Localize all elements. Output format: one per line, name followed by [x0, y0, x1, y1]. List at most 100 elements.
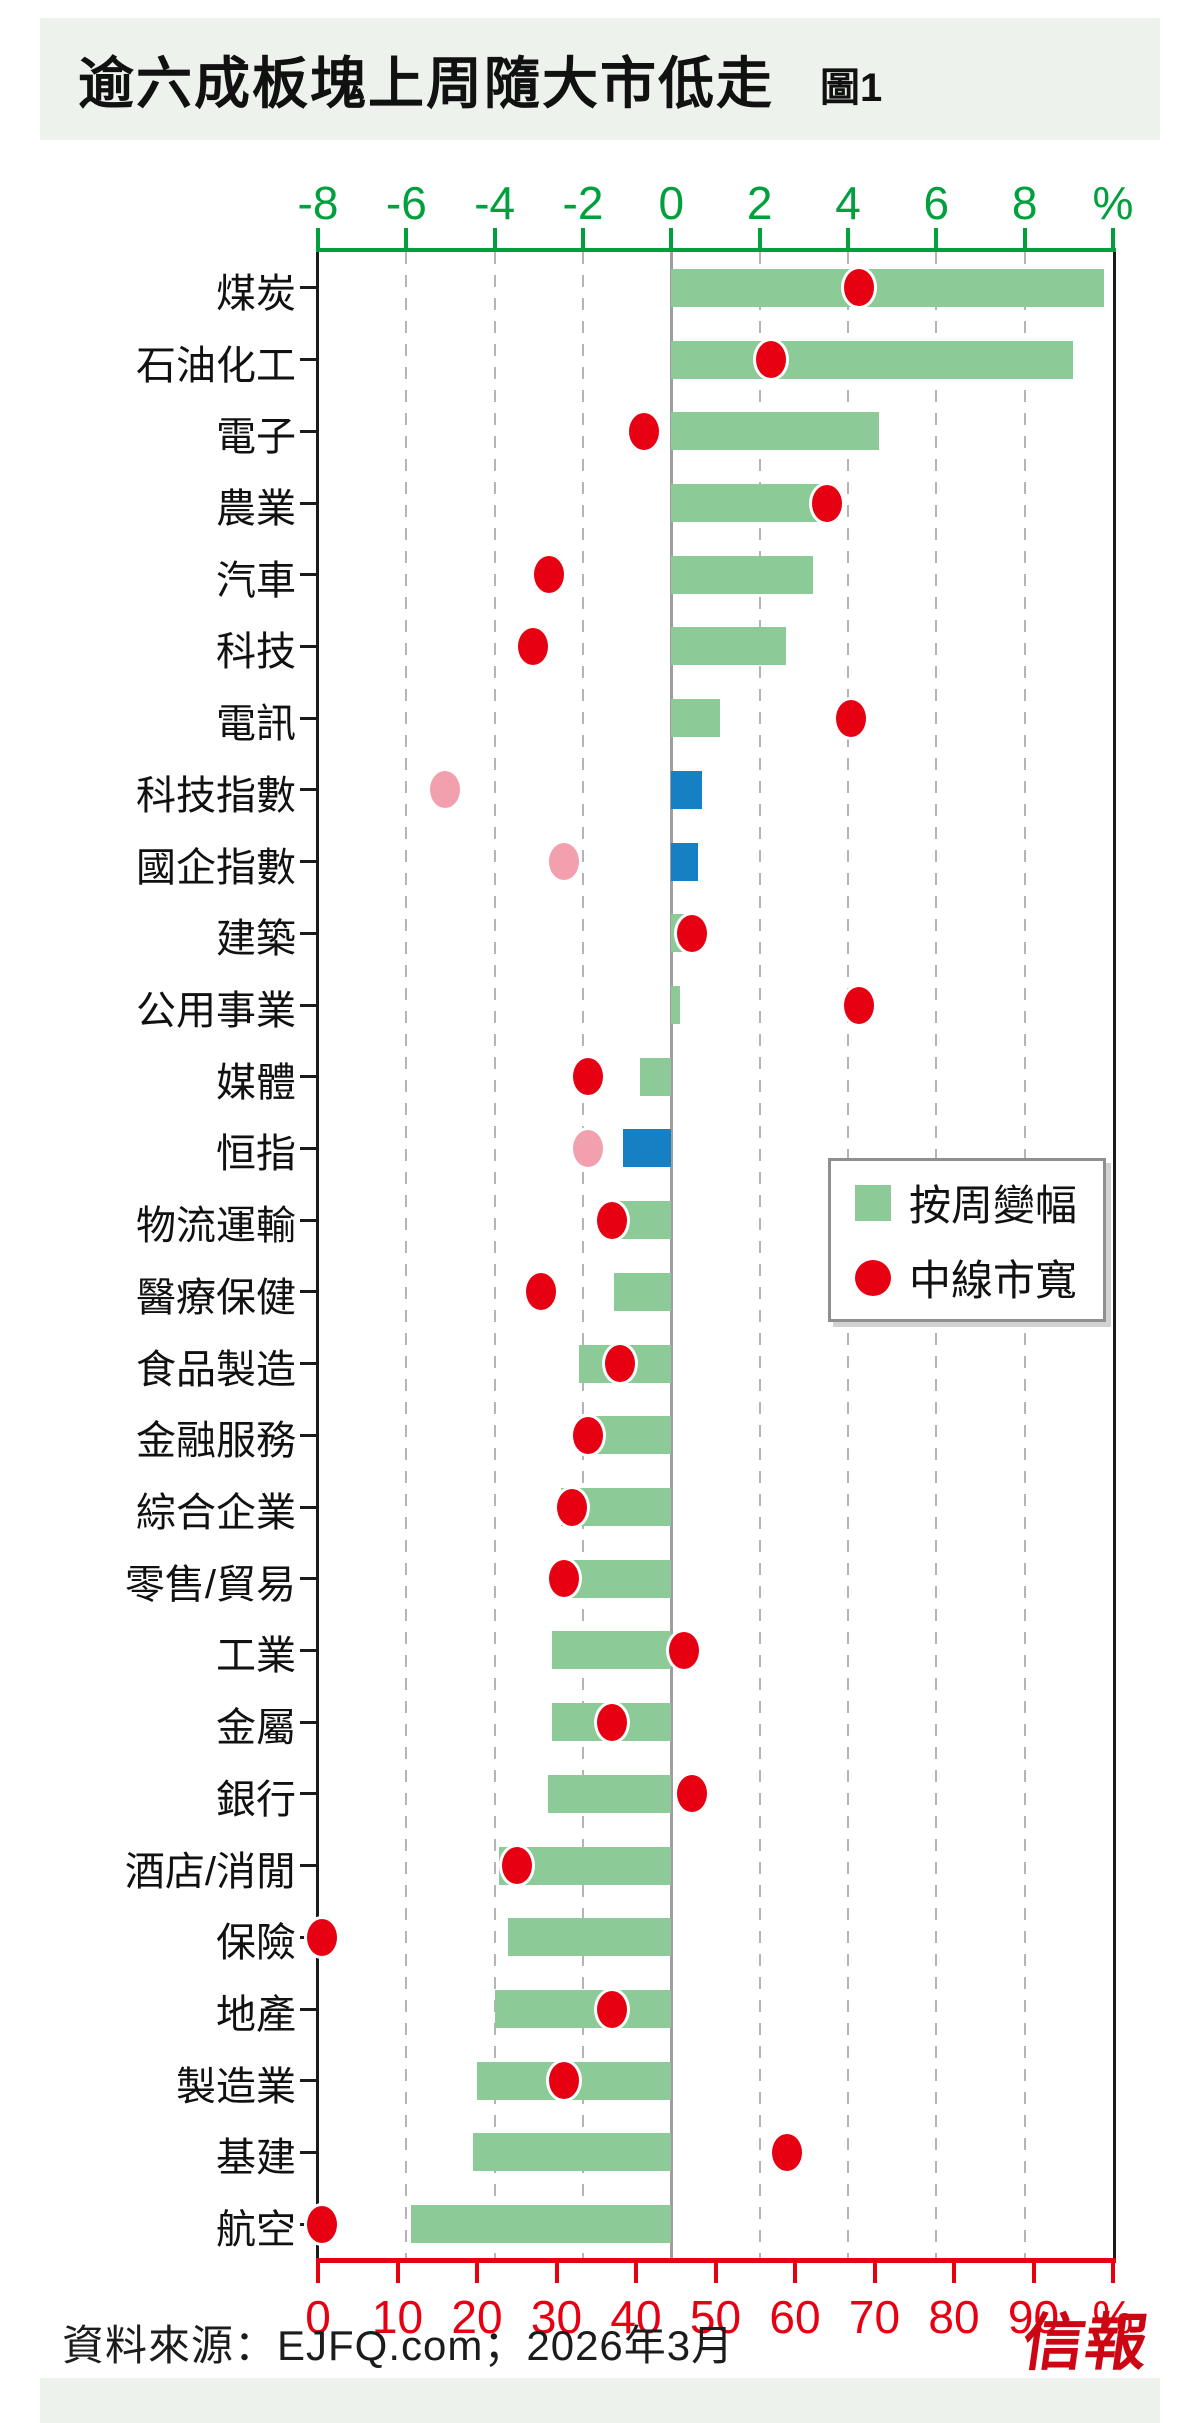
page-title: 逾六成板塊上周隨大市低走 — [78, 51, 774, 115]
category-axis-tick — [300, 501, 316, 505]
legend-label: 中線市寬 — [909, 1257, 1078, 1304]
category-axis-tick — [300, 2150, 316, 2154]
category-label: 製造業 — [176, 2064, 296, 2109]
category-axis-tick — [300, 429, 316, 433]
weekly-change-bar — [671, 484, 826, 522]
category-axis-tick — [300, 2007, 316, 2011]
category-label: 航空 — [216, 2208, 296, 2253]
top-axis-tick-label: -4 — [474, 177, 516, 229]
chart-legend: 按周變幅 中線市寬 — [828, 1158, 1106, 1322]
category-axis-tick — [300, 1146, 316, 1150]
source-note: 資料來源：EJFQ.com；2026年3月 — [62, 2322, 735, 2369]
category-label: 酒店/消閒 — [124, 1849, 296, 1894]
breadth-dot-red — [570, 1413, 607, 1457]
breadth-dot-red — [673, 911, 710, 955]
top-axis-tick — [492, 228, 497, 248]
top-axis-tick — [404, 228, 409, 248]
category-axis-tick — [300, 1864, 316, 1868]
breadth-dot-red — [530, 553, 567, 597]
category-axis-tick — [300, 1003, 316, 1007]
category-label: 汽車 — [216, 558, 296, 603]
breadth-dot-red — [303, 1915, 340, 1959]
breadth-dot-red — [303, 2202, 340, 2246]
top-axis-line — [316, 248, 1116, 252]
top-axis-tick — [846, 228, 850, 248]
weekly-change-bar — [671, 340, 1074, 379]
zero-gridline — [669, 252, 673, 2260]
top-axis-tick-label: % — [1092, 177, 1134, 229]
top-axis-tick — [934, 228, 939, 248]
top-axis-tick — [1022, 228, 1027, 248]
bottom-axis-tick — [793, 2263, 797, 2283]
top-axis-tick-label: 4 — [835, 177, 861, 229]
breadth-dot-red — [522, 1270, 559, 1314]
breadth-dot-red — [554, 1485, 591, 1529]
category-label: 建築 — [216, 917, 296, 962]
breadth-dot-red — [625, 409, 662, 453]
bottom-axis-tick-label: 80 — [928, 2291, 980, 2343]
category-axis-tick — [300, 788, 316, 792]
category-axis-tick — [300, 1362, 316, 1366]
breadth-dot-red — [570, 1055, 607, 1099]
bottom-axis-tick-label: 90 — [1007, 2291, 1060, 2343]
breadth-dot-red — [546, 1557, 583, 1601]
plot-left-border — [316, 252, 319, 2260]
gridline — [405, 252, 408, 2260]
legend-item-weekly-change: 按周變幅 — [855, 1172, 1103, 1233]
weekly-change-bar — [640, 1057, 672, 1096]
breadth-dot-red — [594, 1700, 631, 1744]
plot-right-border — [1113, 252, 1116, 2260]
bottom-axis-tick — [952, 2263, 956, 2283]
legend-label: 按周變幅 — [909, 1182, 1078, 1229]
breadth-dot-red — [673, 1772, 710, 1816]
breadth-dot-pink — [546, 840, 583, 884]
category-label: 電訊 — [216, 702, 296, 747]
category-label: 石油化工 — [136, 343, 296, 388]
breadth-dot-red — [602, 1342, 639, 1386]
bottom-axis-tick-label: 10 — [371, 2291, 424, 2343]
green-bar-swatch-icon — [855, 1184, 891, 1221]
category-label: 媒體 — [216, 1060, 296, 1105]
top-axis-tick-label: 2 — [746, 177, 773, 229]
breadth-dot-red — [840, 983, 877, 1027]
category-label: 科技 — [216, 630, 296, 675]
breadth-dot-red — [514, 624, 551, 668]
bottom-axis-tick-label: 40 — [610, 2291, 662, 2343]
breadth-dot-pink — [570, 1126, 607, 1170]
top-axis-tick-label: -6 — [385, 177, 427, 229]
index-change-bar — [622, 1129, 672, 1168]
weekly-change-bar — [410, 2205, 672, 2244]
category-axis-tick — [300, 716, 316, 720]
category-axis-tick — [300, 860, 316, 864]
category-label: 恒指 — [216, 1132, 296, 1177]
top-axis-tick-label: 8 — [1011, 177, 1038, 229]
bottom-axis-tick — [872, 2263, 877, 2283]
figure-number-label: 圖1 — [820, 66, 883, 110]
weekly-change-bar — [671, 699, 720, 738]
category-label: 地產 — [216, 1993, 296, 2037]
breadth-dot-red — [498, 1844, 535, 1888]
category-axis-tick — [300, 1218, 316, 1222]
category-axis-tick — [300, 1075, 316, 1079]
bottom-axis-tick — [475, 2263, 479, 2283]
category-axis-tick — [300, 1720, 316, 1724]
category-axis-tick — [300, 286, 316, 290]
category-label: 煤炭 — [216, 271, 296, 316]
top-axis-tick-label: 0 — [658, 177, 685, 229]
gridline — [493, 252, 496, 2260]
hkej-logo: 信報 — [1018, 2306, 1153, 2379]
red-dot-swatch-icon — [855, 1259, 891, 1296]
bottom-axis-tick-label: 30 — [530, 2291, 583, 2343]
bottom-axis-tick — [554, 2263, 559, 2283]
category-axis-tick — [300, 644, 316, 648]
breadth-dot-red — [665, 1628, 702, 1672]
category-label: 基建 — [216, 2136, 296, 2181]
category-axis-tick — [300, 1577, 316, 1581]
category-axis-tick — [300, 2079, 316, 2083]
category-label: 醫療保健 — [136, 1275, 296, 1320]
top-axis-tick-label: -2 — [562, 177, 604, 229]
breadth-dot-red — [840, 266, 877, 310]
category-label: 科技指數 — [136, 773, 296, 818]
top-axis-tick-label: 6 — [923, 177, 950, 229]
breadth-dot-red — [769, 2130, 806, 2174]
